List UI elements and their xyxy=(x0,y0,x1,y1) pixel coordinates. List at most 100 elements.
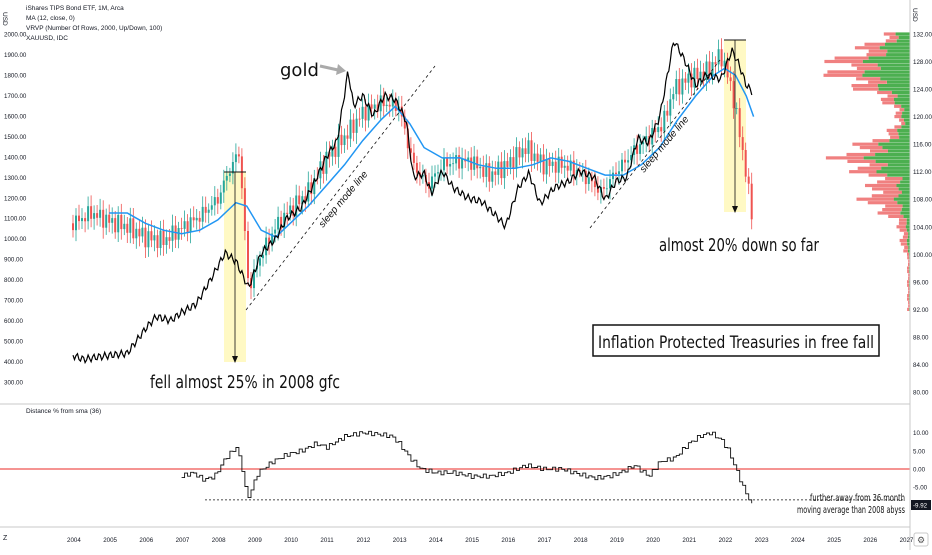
x-axis-tick: 2023 xyxy=(755,537,769,544)
etf-candle-body xyxy=(687,74,689,83)
etf-candle-body xyxy=(117,215,119,232)
etf-candle-body xyxy=(500,162,502,179)
vrvp-bar-up xyxy=(863,60,910,63)
vrvp-bar-up xyxy=(878,143,910,146)
etf-candle-body xyxy=(105,215,107,228)
vrvp-bar-up xyxy=(904,119,910,122)
vrvp-bar-up xyxy=(897,39,910,42)
etf-candle-body xyxy=(99,210,101,218)
etf-candle-body xyxy=(684,79,686,83)
x-axis-tick: 2022 xyxy=(719,537,733,544)
sleep-mode-line-2 xyxy=(590,60,720,228)
vrvp-bar-up xyxy=(898,94,910,97)
etf-candle-body xyxy=(135,229,137,239)
vrvp-bar-down xyxy=(903,249,908,252)
x-axis-tick: 2021 xyxy=(682,537,696,544)
etf-candle-body xyxy=(458,155,460,169)
x-axis-tick: 2010 xyxy=(284,537,298,544)
vrvp-bar-down xyxy=(890,36,899,39)
left-axis-tick: 1000.00 xyxy=(4,236,27,243)
right-axis-tick: 92.00 xyxy=(913,307,929,314)
vrvp-bar-down xyxy=(835,57,869,60)
vrvp-bar-down xyxy=(847,160,875,163)
vrvp-bar-up xyxy=(897,129,910,132)
right-axis-tick: 132.00 xyxy=(913,32,932,39)
etf-candle-body xyxy=(555,162,557,173)
vrvp-bar-down xyxy=(851,63,877,66)
etf-candle-body xyxy=(531,140,533,161)
vrvp-bar-up xyxy=(880,46,910,49)
left-axis-tick: 1600.00 xyxy=(4,113,27,120)
vrvp-bar-down xyxy=(858,167,882,170)
vrvp-bar-down xyxy=(873,139,890,142)
vrvp-bar-down xyxy=(869,174,888,177)
etf-candle-body xyxy=(721,49,723,66)
right-axis-tick: 84.00 xyxy=(913,362,929,369)
vrvp-bar-up xyxy=(898,132,910,135)
legend-title: iShares TIPS Bond ETF, 1M, Arca xyxy=(26,5,124,12)
vrvp-bar-up xyxy=(880,77,910,80)
vrvp-bar-down xyxy=(908,301,909,304)
left-axis-tick: 1700.00 xyxy=(4,93,27,100)
etf-candle-body xyxy=(567,166,569,171)
etf-candle-body xyxy=(522,148,524,157)
vrvp-bar-up xyxy=(899,187,910,190)
vrvp-bar-down xyxy=(907,308,909,311)
vrvp-bar-down xyxy=(908,273,909,276)
etf-candle-body xyxy=(491,171,493,181)
vrvp-bar-up xyxy=(887,81,910,84)
vrvp-bar-up xyxy=(902,112,910,115)
x-axis-tick: 2013 xyxy=(393,537,407,544)
x-axis-tick: 2025 xyxy=(827,537,841,544)
vrvp-bar-down xyxy=(888,215,903,218)
vrvp-bar-down xyxy=(899,218,907,221)
vrvp-bar-down xyxy=(903,236,908,239)
x-axis-tick: 2017 xyxy=(538,537,552,544)
etf-candle-body xyxy=(515,147,517,169)
vrvp-bar-up xyxy=(881,167,910,170)
etf-candle-body xyxy=(751,184,753,220)
etf-candle-body xyxy=(362,107,364,119)
left-axis-tick: 300.00 xyxy=(4,380,23,387)
vrvp-bar-down xyxy=(907,298,909,301)
etf-candle-body xyxy=(386,105,388,106)
right-axis-tick: 100.00 xyxy=(913,252,932,259)
etf-candle-body xyxy=(344,135,346,145)
etf-candle-body xyxy=(334,147,336,157)
etf-candle-body xyxy=(476,157,478,169)
etf-candle-body xyxy=(226,176,228,181)
osc-axis-tick: -5.00 xyxy=(913,485,928,492)
etf-candle-body xyxy=(446,158,448,167)
vrvp-bar-down xyxy=(826,156,864,159)
chart-svg: -9.92 2000.001900.001800.001700.001600.0… xyxy=(0,0,932,550)
etf-candle-body xyxy=(205,207,207,213)
etf-candle-body xyxy=(660,127,662,131)
vrvp-bar-up xyxy=(903,205,910,208)
osc-line xyxy=(182,431,752,503)
vrvp-bar-down xyxy=(907,270,909,273)
vrvp-bar-up xyxy=(886,53,910,56)
x-axis-tick: 2024 xyxy=(791,537,805,544)
annotation-further-1: further away from 36 month xyxy=(810,493,905,504)
vrvp-bar-up xyxy=(895,101,910,104)
vrvp-bar-up xyxy=(902,208,910,211)
vrvp-bar-up xyxy=(905,122,910,125)
vrvp-bar-down xyxy=(901,122,905,125)
etf-candle-body xyxy=(114,218,116,232)
vrvp-bar-up xyxy=(876,160,910,163)
etf-candle-body xyxy=(503,161,505,178)
timezone-badge[interactable]: Z xyxy=(3,535,8,542)
etf-candle-body xyxy=(603,187,605,189)
legend-vrvp: VRVP (Number Of Rows, 2000, Up/Down, 100… xyxy=(26,25,162,32)
vrvp-bar-down xyxy=(847,153,876,156)
etf-candle-body xyxy=(519,147,521,157)
vrvp-bar-down xyxy=(860,146,883,149)
vrvp-bar-down xyxy=(908,304,909,307)
etf-candle-body xyxy=(229,174,231,176)
left-axis-tick: 1200.00 xyxy=(4,195,27,202)
etf-candle-body xyxy=(286,213,288,214)
vrvp-bar-up xyxy=(875,153,910,156)
right-axis-tick: 104.00 xyxy=(913,224,932,231)
right-axis-tick: 120.00 xyxy=(913,114,932,121)
etf-candle-body xyxy=(347,135,349,138)
